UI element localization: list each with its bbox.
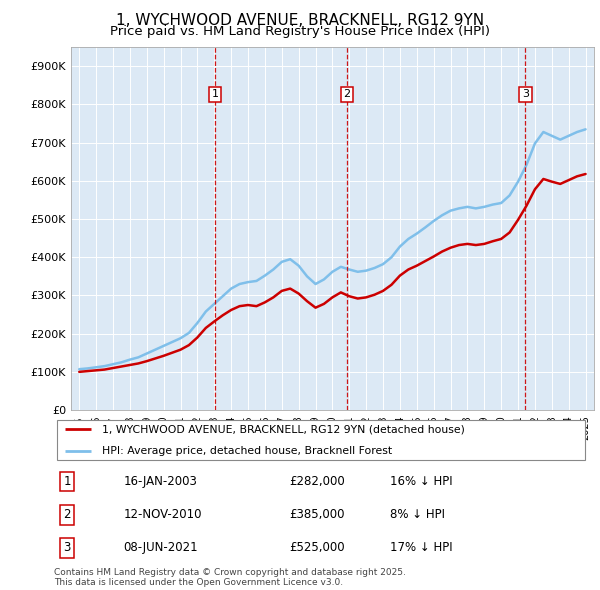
Text: 16% ↓ HPI: 16% ↓ HPI <box>391 475 453 488</box>
Text: 1, WYCHWOOD AVENUE, BRACKNELL, RG12 9YN (detached house): 1, WYCHWOOD AVENUE, BRACKNELL, RG12 9YN … <box>102 424 465 434</box>
Text: £282,000: £282,000 <box>289 475 345 488</box>
Text: £385,000: £385,000 <box>289 508 344 522</box>
Text: £525,000: £525,000 <box>289 542 344 555</box>
Text: HPI: Average price, detached house, Bracknell Forest: HPI: Average price, detached house, Brac… <box>102 445 392 455</box>
Text: 1, WYCHWOOD AVENUE, BRACKNELL, RG12 9YN: 1, WYCHWOOD AVENUE, BRACKNELL, RG12 9YN <box>116 13 484 28</box>
Text: 1: 1 <box>64 475 71 488</box>
Text: 8% ↓ HPI: 8% ↓ HPI <box>391 508 445 522</box>
Text: 3: 3 <box>522 89 529 99</box>
Text: 1: 1 <box>211 89 218 99</box>
Text: 2: 2 <box>64 508 71 522</box>
Text: 12-NOV-2010: 12-NOV-2010 <box>124 508 202 522</box>
Text: 2: 2 <box>344 89 350 99</box>
Text: 08-JUN-2021: 08-JUN-2021 <box>124 542 198 555</box>
FancyBboxPatch shape <box>56 420 586 460</box>
Text: 3: 3 <box>64 542 71 555</box>
Text: 17% ↓ HPI: 17% ↓ HPI <box>391 542 453 555</box>
Text: 16-JAN-2003: 16-JAN-2003 <box>124 475 197 488</box>
Text: Contains HM Land Registry data © Crown copyright and database right 2025.
This d: Contains HM Land Registry data © Crown c… <box>54 568 406 587</box>
Text: Price paid vs. HM Land Registry's House Price Index (HPI): Price paid vs. HM Land Registry's House … <box>110 25 490 38</box>
